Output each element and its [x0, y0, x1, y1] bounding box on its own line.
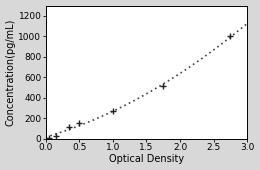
Y-axis label: Concentration(pg/mL): Concentration(pg/mL) — [5, 18, 16, 126]
X-axis label: Optical Density: Optical Density — [109, 154, 184, 164]
